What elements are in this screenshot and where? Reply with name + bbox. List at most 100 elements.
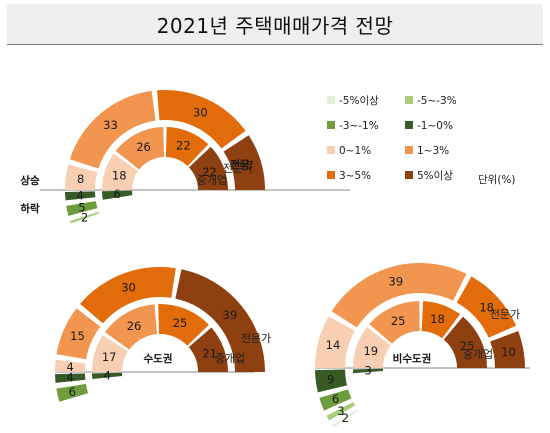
chart-1-inner-segment-p1_3 — [104, 304, 157, 350]
chart-1-outer-fall-segment-m1_0 — [55, 373, 86, 383]
chart-2-inner-segment-p5plus — [443, 316, 487, 368]
chart-1-series-label-broker: 중개업 — [215, 352, 245, 365]
legend-label-m5_3: -5~-3% — [417, 95, 457, 107]
chart-2-outer-value-p3_5: 18 — [479, 301, 494, 315]
chart-0-region-label: 전국 — [230, 158, 250, 171]
chart-1-inner-value-p3_5: 25 — [173, 316, 188, 330]
chart-1-outer-segment-p3_5 — [80, 266, 176, 324]
chart-0-inner-fall-segment-m1_0 — [102, 190, 133, 200]
chart-0-outer-value-p3_5: 30 — [193, 106, 208, 120]
chart-2-outer-fall-segment-m5plus — [332, 408, 359, 428]
chart-2-inner-segment-p1_3 — [369, 301, 420, 344]
chart-1-inner-fall-segment-m1_0 — [92, 372, 123, 380]
legend-label-m5plus: -5%이상 — [339, 95, 379, 107]
chart-1-inner-fall-value-m1_0: 4 — [103, 368, 110, 382]
chart-1-outer-segment-p5plus — [175, 269, 265, 372]
chart-2-inner-value-p0_1: 19 — [363, 344, 378, 358]
chart-2-outer-value-p0_1: 14 — [326, 338, 341, 352]
chart-0-inner-segment-p1_3 — [115, 127, 165, 170]
chart-1-inner-value-p0_1: 17 — [102, 350, 117, 364]
chart-2-outer-segment-p3_5 — [456, 276, 517, 338]
chart-0-outer-fall-value-m1_0: 4 — [76, 188, 83, 202]
chart-2-inner-value-p3_5: 18 — [430, 312, 445, 326]
legend-swatch-m1_0 — [405, 121, 413, 129]
chart-2-outer-segment-p0_1 — [315, 316, 355, 368]
chart-2-outer-fall-segment-m3_1 — [319, 389, 352, 411]
chart-2-outer-fall-segment-m5_3 — [326, 402, 356, 421]
chart-0-outer-value-p0_1: 8 — [77, 172, 84, 186]
chart-2-inner-segment-p0_1 — [353, 326, 391, 368]
chart-1-inner-segment-p3_5 — [158, 304, 209, 346]
chart-2-outer-fall-value-m1_0: 9 — [327, 372, 334, 386]
chart-0-inner-value-p3_5: 22 — [176, 139, 191, 153]
chart-2-outer-fall-value-m5_3: 3 — [337, 404, 344, 418]
chart-0-inner-value-p1_3: 26 — [136, 140, 151, 154]
legend-label-m1_0: -1~0% — [417, 120, 453, 132]
chart-2-inner-fall-value-m1_0: 3 — [364, 364, 371, 378]
legend-swatch-p0_1 — [327, 146, 335, 154]
chart-2-inner-value-p1_3: 25 — [391, 314, 406, 328]
chart-0-outer-segment-p3_5 — [157, 89, 246, 149]
chart-0-inner-value-p5plus: 22 — [202, 165, 217, 179]
chart-2-region-label: 비수도권 — [393, 352, 432, 365]
chart-2-outer-fall-value-m5plus: 2 — [342, 411, 349, 425]
chart-1-inner-segment-p0_1 — [92, 335, 129, 372]
chart-2-inner-segment-p3_5 — [421, 301, 461, 339]
legend-unit: 단위(%) — [478, 173, 516, 186]
legend-label-p1_3: 1~3% — [417, 145, 449, 157]
chart-0-outer-fall-segment-m1_0 — [65, 191, 96, 201]
chart-1-outer-fall-segment-m3_1 — [56, 383, 89, 402]
chart-2-series-label-expert: 전문가 — [490, 308, 520, 321]
chart-2-outer-segment-p5plus — [490, 330, 525, 368]
chart-0-inner-value-p0_1: 18 — [112, 168, 127, 182]
chart-2-outer-fall-value-m3_1: 6 — [332, 392, 339, 406]
chart-0-series-label-expert: 전문가 — [223, 162, 253, 175]
chart-0-down-label: 하락 — [20, 202, 40, 215]
chart-1-outer-value-p0_1: 4 — [66, 360, 73, 374]
legend-label-p0_1: 0~1% — [339, 145, 371, 157]
chart-0-up-label: 상승 — [20, 174, 40, 187]
legend-swatch-p1_3 — [405, 146, 413, 154]
chart-0-outer-value-p5plus: 17 — [239, 159, 254, 173]
legend-label-p5plus: 5%이상 — [417, 170, 453, 182]
chart-2-outer-value-p1_3: 39 — [389, 274, 404, 288]
chart-2-outer-fall-segment-m1_0 — [315, 369, 348, 393]
chart-0-outer-fall-value-m3_1: 5 — [78, 201, 85, 215]
title-bar: 2021년 주택매매가격 전망 — [7, 4, 543, 45]
legend-swatch-p3_5 — [327, 171, 335, 179]
chart-0-outer-segment-p5plus — [223, 135, 265, 190]
chart-1-outer-fall-value-m1_0: 4 — [67, 371, 74, 385]
chart-1-outer-value-p5plus: 39 — [223, 308, 238, 322]
chart-0-outer-segment-p1_3 — [69, 90, 156, 169]
chart-title: 2021년 주택매매가격 전망 — [156, 13, 394, 38]
chart-2-series-label-broker: 중개업 — [463, 348, 493, 361]
legend-swatch-m5_3 — [405, 96, 413, 104]
chart-0-outer-value-p1_3: 33 — [103, 118, 118, 132]
chart-2-outer-value-p5plus: 10 — [501, 345, 516, 359]
chart-2-outer-segment-p1_3 — [331, 263, 467, 328]
legend-label-p3_5: 3~5% — [339, 170, 371, 182]
chart-0-outer-fall-value-m5_3: 2 — [81, 210, 88, 224]
chart-1-outer-segment-p1_3 — [56, 308, 101, 360]
chart-0-inner-segment-p5plus — [188, 146, 228, 190]
chart-1-inner-value-p1_3: 26 — [127, 319, 142, 333]
chart-1-outer-value-p3_5: 30 — [121, 281, 136, 295]
chart-1-inner-segment-p5plus — [188, 327, 229, 372]
chart-2-inner-value-p5plus: 25 — [460, 339, 475, 353]
chart-0-outer-fall-segment-m3_1 — [66, 201, 98, 216]
chart-1-series-label-expert: 전문가 — [241, 332, 271, 345]
legend-swatch-m5plus — [327, 96, 335, 104]
chart-2-inner-fall-segment-m1_0 — [353, 368, 384, 374]
chart-1-inner-value-p5plus: 21 — [202, 346, 217, 360]
chart-0-inner-segment-p3_5 — [165, 127, 209, 167]
chart-0-series-label-broker: 중개업 — [197, 174, 227, 187]
chart-0-inner-segment-p0_1 — [102, 153, 139, 190]
legend-swatch-m3_1 — [327, 121, 335, 129]
legend-label-m3_1: -3~-1% — [339, 120, 379, 132]
chart-1-region-label: 수도권 — [144, 353, 173, 365]
chart-1-outer-value-p1_3: 15 — [70, 329, 85, 343]
chart-0-inner-fall-value-m1_0: 6 — [114, 187, 121, 201]
chart-1-outer-fall-value-m3_1: 6 — [69, 385, 76, 399]
legend-swatch-p5plus — [405, 171, 413, 179]
